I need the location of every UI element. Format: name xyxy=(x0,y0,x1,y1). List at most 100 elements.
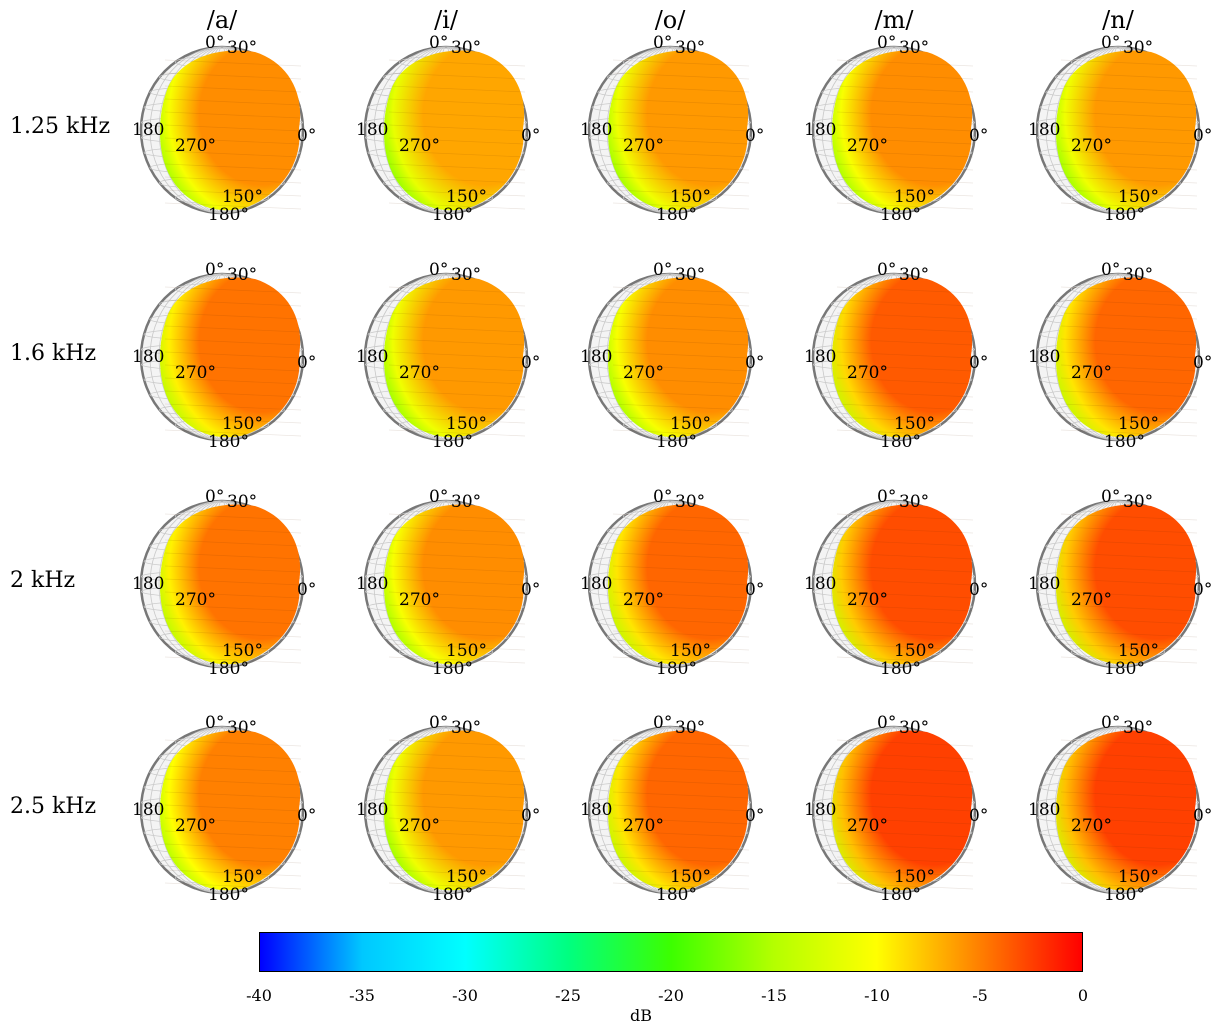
balloon-surface xyxy=(1055,504,1197,665)
balloon-mesh-line xyxy=(836,338,974,346)
balloon-mesh-line xyxy=(1060,604,1198,612)
balloon-mesh-line xyxy=(612,72,750,80)
balloon-mesh-line xyxy=(612,804,750,812)
balloon-mesh-line xyxy=(1060,591,1198,599)
balloon-plot xyxy=(139,272,305,442)
balloon-mesh-line xyxy=(388,202,526,210)
angle-label-270: 270° xyxy=(623,590,664,610)
balloon-mesh-line xyxy=(164,59,302,67)
balloon-mesh-line xyxy=(1060,869,1198,877)
balloon-mesh-line xyxy=(612,176,750,184)
angle-label-30: 30° xyxy=(899,38,930,58)
balloon-mesh-line xyxy=(836,189,974,197)
balloon-mesh-line xyxy=(164,111,302,119)
balloon-mesh-line xyxy=(164,591,302,599)
balloon-cell: 0° 30° 180 0° 270° 150° 180° xyxy=(127,710,317,906)
balloon-mesh-line xyxy=(612,643,750,651)
balloon-plot xyxy=(587,725,753,895)
balloon-plot xyxy=(587,272,753,442)
balloon-mesh-line xyxy=(612,617,750,625)
balloon-mesh-line xyxy=(1060,377,1198,385)
balloon-mesh-line xyxy=(612,739,750,747)
balloon-surface xyxy=(831,504,973,665)
balloon-mesh-line xyxy=(836,124,974,132)
balloon-mesh-line xyxy=(612,565,750,573)
balloon-mesh-line xyxy=(388,390,526,398)
balloon-mesh-line xyxy=(1060,189,1198,197)
balloon-mesh-line xyxy=(1060,325,1198,333)
balloon-plot xyxy=(1035,45,1201,215)
balloon-mesh-line xyxy=(612,202,750,210)
angle-label-bottom: 180° xyxy=(880,432,921,452)
angle-label-top: 0° xyxy=(429,713,449,733)
balloon-surface xyxy=(159,730,301,891)
angle-label-bottom: 180° xyxy=(656,205,697,225)
balloon-plot xyxy=(363,725,529,895)
balloon-mesh-line xyxy=(612,856,750,864)
balloon-mesh-line xyxy=(164,539,302,547)
balloon-mesh-line xyxy=(612,765,750,773)
angle-label-30: 30° xyxy=(227,492,258,512)
angle-label-30: 30° xyxy=(227,265,258,285)
balloon-mesh-line xyxy=(164,163,302,171)
balloon-mesh-line xyxy=(612,312,750,320)
balloon-mesh-line xyxy=(836,869,974,877)
balloon-mesh-line xyxy=(612,377,750,385)
balloon-mesh-line xyxy=(612,604,750,612)
balloon-plot xyxy=(139,725,305,895)
angle-label-150: 150° xyxy=(670,187,711,207)
balloon-surface xyxy=(607,504,749,665)
balloon-mesh-line xyxy=(612,817,750,825)
balloon-cell: 0° 30° 180 0° 270° 150° 180° xyxy=(799,710,989,906)
balloon-mesh-line xyxy=(612,286,750,294)
balloon-mesh-line xyxy=(612,59,750,67)
balloon-mesh-line xyxy=(164,85,302,93)
balloon-mesh-line xyxy=(612,882,750,890)
balloon-mesh-line xyxy=(164,325,302,333)
balloon-mesh-line xyxy=(1060,299,1198,307)
balloon-mesh-line xyxy=(836,137,974,145)
balloon-plot xyxy=(1035,725,1201,895)
angle-label-270: 270° xyxy=(847,363,888,383)
balloon-mesh-line xyxy=(388,752,526,760)
balloon-mesh-line xyxy=(164,299,302,307)
balloon-mesh-line xyxy=(836,591,974,599)
balloon-mesh-line xyxy=(164,189,302,197)
balloon-mesh-line xyxy=(836,286,974,294)
balloon-mesh-line xyxy=(612,111,750,119)
balloon-mesh-line xyxy=(612,163,750,171)
balloon-mesh-line xyxy=(388,189,526,197)
balloon-cell: 0° 30° 180 0° 270° 150° 180° xyxy=(799,30,989,226)
balloon-cell: 0° 30° 180 0° 270° 150° 180° xyxy=(127,30,317,226)
balloon-mesh-line xyxy=(836,578,974,586)
angle-label-30: 30° xyxy=(1123,38,1154,58)
balloon-mesh-line xyxy=(164,312,302,320)
angle-label-left: 180 xyxy=(804,574,837,594)
angle-label-270: 270° xyxy=(847,590,888,610)
angle-label-270: 270° xyxy=(1071,816,1112,836)
balloon-mesh-line xyxy=(612,539,750,547)
balloon-mesh-line xyxy=(612,791,750,799)
balloon-mesh-line xyxy=(612,390,750,398)
balloon-mesh-line xyxy=(388,150,526,158)
balloon-surface xyxy=(831,277,973,438)
balloon-mesh-line xyxy=(836,163,974,171)
balloon-mesh-line xyxy=(388,526,526,534)
balloon-mesh-line xyxy=(388,98,526,106)
angle-label-right: 0° xyxy=(1193,126,1213,146)
balloon-mesh-line xyxy=(612,429,750,437)
balloon-mesh-line xyxy=(388,351,526,359)
balloon-mesh-line xyxy=(836,403,974,411)
balloon-mesh-line xyxy=(164,416,302,424)
balloon-mesh-line xyxy=(836,778,974,786)
angle-label-150: 150° xyxy=(1118,641,1159,661)
balloon-mesh-line xyxy=(1060,843,1198,851)
balloon-mesh-line xyxy=(836,843,974,851)
balloon-mesh-line xyxy=(388,869,526,877)
angle-label-30: 30° xyxy=(899,492,930,512)
row-label: 1.6 kHz xyxy=(10,341,97,366)
balloon-mesh-line xyxy=(164,630,302,638)
angle-label-270: 270° xyxy=(623,363,664,383)
colorbar-tick: -5 xyxy=(972,986,988,1005)
balloon-mesh-line xyxy=(1060,739,1198,747)
